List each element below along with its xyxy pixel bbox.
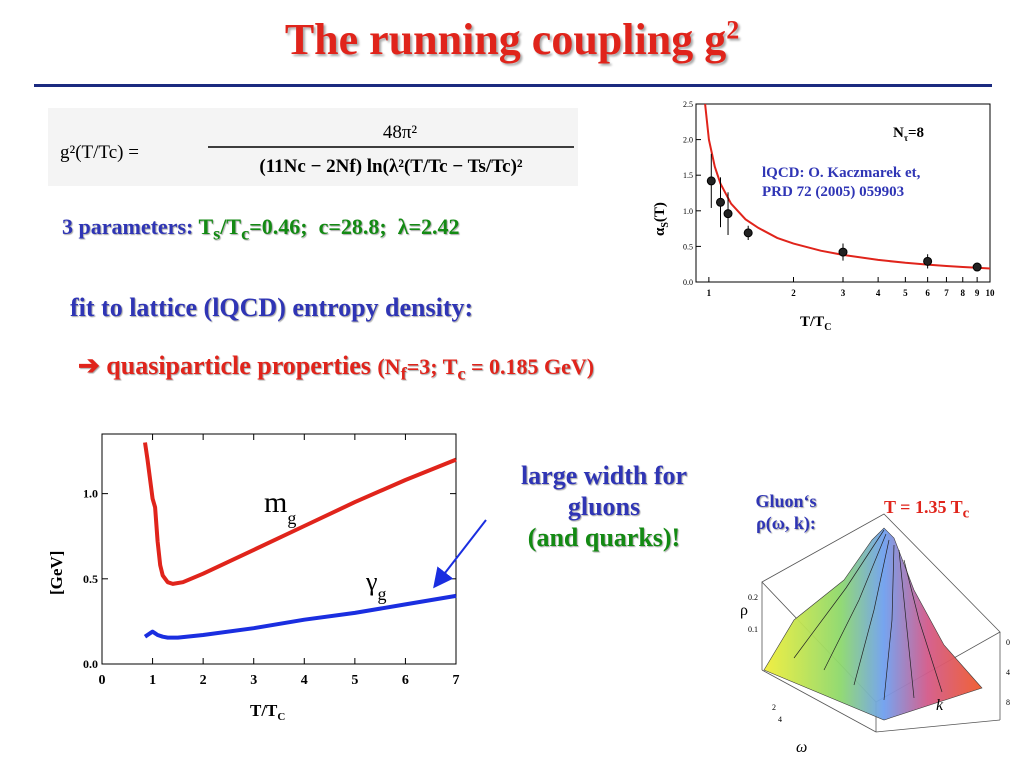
chart2-xtick-label: 5: [351, 673, 358, 688]
svg-text:4: 4: [778, 715, 782, 724]
formula-denominator: (11Nc − 2Nf) ln(λ²(T/Tc − Ts/Tc)²: [259, 156, 523, 177]
chart1-xtick-label: 4: [876, 288, 881, 298]
lattice-point: [723, 209, 733, 219]
pointer-arrow-icon: [433, 519, 487, 589]
chart1-xtick-label: 9: [975, 288, 980, 298]
gamma-series-label: γg: [365, 567, 387, 604]
ntau-label: Nτ=8: [893, 125, 924, 143]
chart2-ytick-label: 0.5: [83, 572, 98, 586]
chart1-ytick-label: 2.5: [683, 100, 693, 109]
svg-text:4: 4: [1006, 668, 1010, 677]
chart1-ytick-label: 0.0: [683, 278, 693, 287]
chart2-xtick-label: 4: [301, 673, 308, 688]
width-note: large width for gluons (and quarks)!: [520, 461, 688, 552]
chart1-xtick-label: 5: [903, 288, 908, 298]
chart1-xlabel: T/TC: [800, 314, 831, 333]
chart2-xtick-label: 0: [99, 673, 106, 688]
gamma-series-line: [143, 593, 457, 640]
chart2-xtick-label: 6: [402, 673, 409, 688]
rho-axis-label: ρ: [740, 602, 748, 619]
svg-text:0: 0: [1006, 638, 1010, 647]
svg-text:8: 8: [1006, 698, 1010, 707]
lattice-point: [716, 197, 726, 207]
chart2-xtick-label: 2: [200, 673, 207, 688]
chart2-ytick-label: 0.0: [83, 657, 98, 671]
gluon-spectral-label: Gluon‘s ρ(ω, k):: [755, 491, 817, 533]
chart1-ytick-label: 1.0: [683, 207, 693, 216]
temperature-label: T = 1.35 Tc: [884, 497, 970, 522]
chart1-xtick-label: 7: [944, 288, 949, 298]
arrow-icon: ➔: [78, 351, 100, 380]
chart2-ylabel: [GeV]: [47, 551, 66, 595]
alpha-s-chart: 1 2 3 4 5 6 7 8 9 10 0.0 0.5 1.0 1.5 2.0 2.5 Nτ=8 lQCD:…: [652, 100, 996, 333]
parameters-line: 3 parameters: Ts/Tc=0.46; c=28.8; λ=2.42: [62, 214, 460, 244]
spectral-function-surface: ρ 0.2 0.1 2 4 ω k 0 4 8: [740, 513, 1010, 756]
svg-text:0.2: 0.2: [748, 593, 758, 602]
chart1-xtick-label: 1: [707, 288, 712, 298]
title-divider: [34, 84, 992, 87]
formula-numerator: 48π²: [383, 122, 418, 143]
k-axis-label: k: [936, 697, 944, 714]
chart1-ylabel: αS(T): [652, 202, 671, 236]
svg-text:0.1: 0.1: [748, 625, 758, 634]
lattice-point: [706, 176, 716, 186]
chart1-ytick-label: 0.5: [683, 242, 693, 251]
formula-lhs: g²(T/Tc) =: [60, 142, 139, 163]
chart1-ytick-label: 1.5: [683, 171, 693, 180]
chart2-ytick-label: 1.0: [83, 487, 98, 501]
coupling-formula: g²(T/Tc) = 48π² (11Nc − 2Nf) ln(λ²(T/Tc …: [48, 108, 578, 186]
chart1-xtick-label: 8: [961, 288, 966, 298]
chart1-xtick-label: 6: [925, 288, 930, 298]
lattice-point: [838, 247, 848, 257]
quasiparticle-line: ➔ quasiparticle properties (Nf=3; Tc = 0…: [78, 351, 595, 384]
slide-title: The running coupling g2: [284, 15, 740, 64]
lattice-point: [743, 228, 753, 238]
fit-curve: [704, 103, 991, 270]
mg-series-line: [143, 442, 457, 586]
chart2-xtick-label: 3: [250, 673, 257, 688]
chart2-xtick-label: 7: [453, 673, 460, 688]
chart2-xlabel: T/TC: [250, 701, 285, 723]
svg-text:2: 2: [772, 703, 776, 712]
chart2-xtick-label: 1: [149, 673, 156, 688]
mg-series-label: mg: [264, 486, 296, 528]
mass-width-chart: 0 1 2 3 4 5 6 7 0.0 0.5 1.0 mg γg T/TC [GeV]: [47, 433, 460, 723]
chart2-frame: [101, 433, 457, 665]
fit-description: fit to lattice (lQCD) entropy density:: [70, 293, 474, 322]
lattice-point: [923, 256, 933, 266]
omega-axis-label: ω: [796, 739, 807, 756]
spectral-surface: [763, 527, 983, 721]
lattice-point: [972, 262, 982, 272]
chart1-xtick-label: 10: [986, 288, 996, 298]
chart1-xtick-label: 3: [841, 288, 846, 298]
chart1-ytick-label: 2.0: [683, 136, 693, 145]
chart1-xtick-label: 2: [791, 288, 796, 298]
lqcd-reference-1: lQCD: O. Kaczmarek et,: [762, 165, 921, 181]
lqcd-reference-2: PRD 72 (2005) 059903: [762, 184, 904, 200]
